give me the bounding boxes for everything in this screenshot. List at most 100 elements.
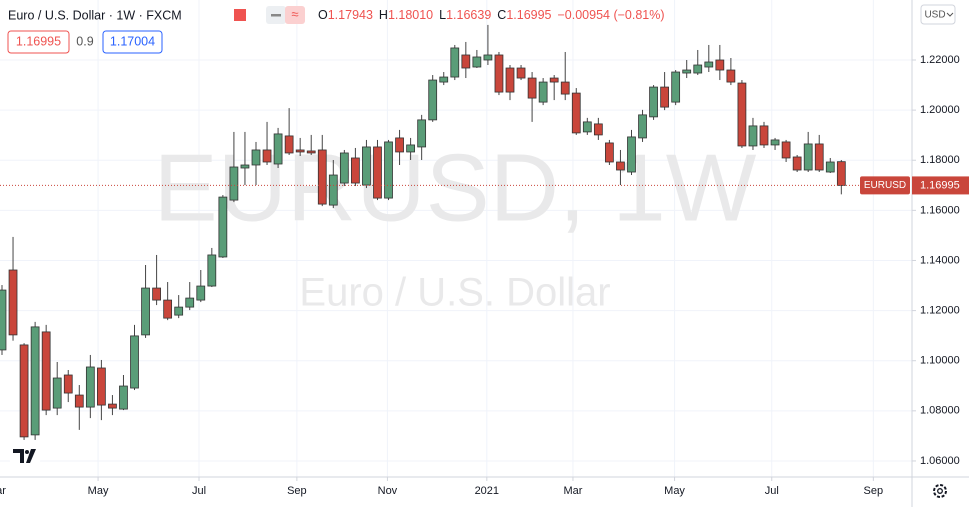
- candle-body: [52, 377, 62, 409]
- candle-body: [362, 146, 371, 186]
- candle-body: [141, 287, 150, 336]
- y-tick-label: 1.12000: [920, 305, 960, 317]
- candle-body: [384, 141, 393, 199]
- candle-body: [373, 146, 382, 199]
- candle-body: [616, 161, 625, 171]
- candle-body: [406, 144, 415, 153]
- candle-body: [240, 164, 250, 169]
- y-tick-label: 1.14000: [920, 254, 960, 266]
- candle-body: [682, 69, 692, 74]
- candle-body: [638, 114, 647, 139]
- candle-body: [593, 123, 603, 136]
- ohlc-values: O1.17943 H1.18010 L1.16639 C1.16995 −0.00954…: [318, 8, 665, 22]
- candle-body: [781, 141, 791, 159]
- bid-price: 1.16995: [16, 34, 61, 48]
- watermark-subtitle: Euro / U.S. Dollar: [299, 271, 610, 315]
- x-tick-label: Mar: [563, 485, 582, 497]
- price-tag: [912, 176, 969, 195]
- compare-button[interactable]: [285, 6, 305, 24]
- symbol-title: Euro / U.S. Dollar · 1W · FXCM: [8, 8, 182, 22]
- sell-button[interactable]: [7, 30, 70, 54]
- candle-body: [30, 326, 40, 436]
- ohlc-label: H: [379, 8, 388, 22]
- candle-body: [538, 81, 548, 103]
- candle-body: [814, 143, 824, 171]
- y-tick-label: 1.10000: [920, 355, 960, 367]
- candle-body: [649, 86, 658, 118]
- x-tick-label: Sep: [864, 485, 884, 497]
- tv-logo: [9, 440, 41, 472]
- candle-body: [627, 136, 636, 173]
- y-tick-label: 1.20000: [920, 104, 960, 116]
- ohlc-label: L: [439, 8, 446, 22]
- x-tick-label: Jul: [765, 485, 779, 497]
- candle-body: [395, 137, 404, 153]
- ohlc-value: 1.18010: [388, 8, 433, 22]
- candle-body: [306, 150, 316, 154]
- candle-body: [428, 79, 438, 121]
- candle-body: [516, 67, 526, 79]
- candle-body: [163, 299, 173, 319]
- ohlc-value: 1.17943: [328, 8, 373, 22]
- candle-body: [483, 54, 493, 61]
- candle-body: [218, 196, 228, 258]
- watermark: EURUSD, 1W: [154, 134, 757, 241]
- ohlc-label: O: [318, 8, 328, 22]
- candle-body: [295, 149, 305, 153]
- settings-button[interactable]: [933, 484, 947, 498]
- currency-caret: [946, 12, 954, 17]
- candle-body: [8, 269, 18, 336]
- candle-body: [0, 289, 7, 351]
- buy-button[interactable]: [102, 30, 163, 54]
- x-tick-label: Nov: [378, 485, 398, 497]
- candle-body: [726, 69, 736, 83]
- candle-body: [560, 81, 570, 95]
- candle-body: [803, 143, 813, 171]
- candle-body: [317, 149, 327, 205]
- y-tick-label: 1.22000: [920, 54, 960, 66]
- ohlc-value: 1.16995: [506, 8, 551, 22]
- candle-body: [704, 61, 714, 68]
- candle-body: [660, 86, 669, 108]
- candle-body: [505, 67, 515, 93]
- candles: [0, 24, 912, 440]
- candle-body: [185, 297, 195, 308]
- y-tick-label: 1.06000: [920, 455, 960, 467]
- flag-icon[interactable]: [234, 9, 246, 21]
- candle-body: [792, 156, 802, 171]
- candle-body: [825, 161, 835, 173]
- candle-body: [549, 77, 559, 83]
- spread: 0.9: [76, 34, 93, 48]
- candle-body: [130, 335, 139, 389]
- candle-body: [770, 139, 780, 146]
- candle-body: [571, 92, 581, 134]
- ask-price: 1.17004: [110, 34, 155, 48]
- ohlc-label: C: [497, 8, 506, 22]
- x-tick-label: 2021: [475, 485, 499, 497]
- ohlc-value: 1.16639: [446, 8, 491, 22]
- candle-body: [284, 135, 294, 154]
- y-tick-label: 1.08000: [920, 405, 960, 417]
- symbol-tag-label: EURUSD: [864, 180, 906, 191]
- candle-body: [693, 64, 703, 74]
- y-tick-label: 1.16000: [920, 204, 960, 216]
- candle-body: [671, 71, 681, 103]
- candle-body: [97, 367, 106, 406]
- candle-body: [207, 254, 217, 287]
- candle-body: [582, 121, 592, 133]
- candle-body: [196, 285, 206, 301]
- candle-body: [339, 152, 349, 184]
- candle-body: [450, 47, 460, 78]
- candle-body: [262, 149, 272, 163]
- candle-body: [748, 125, 758, 147]
- currency-button[interactable]: [920, 4, 956, 25]
- candle-body: [229, 166, 239, 201]
- candle-body: [41, 331, 51, 411]
- candle-body: [251, 149, 261, 166]
- candle-body: [737, 82, 747, 147]
- x-tick-label: Jul: [192, 485, 206, 497]
- grid: [0, 0, 912, 477]
- candle-body: [119, 385, 128, 410]
- hide-icon: [271, 14, 281, 17]
